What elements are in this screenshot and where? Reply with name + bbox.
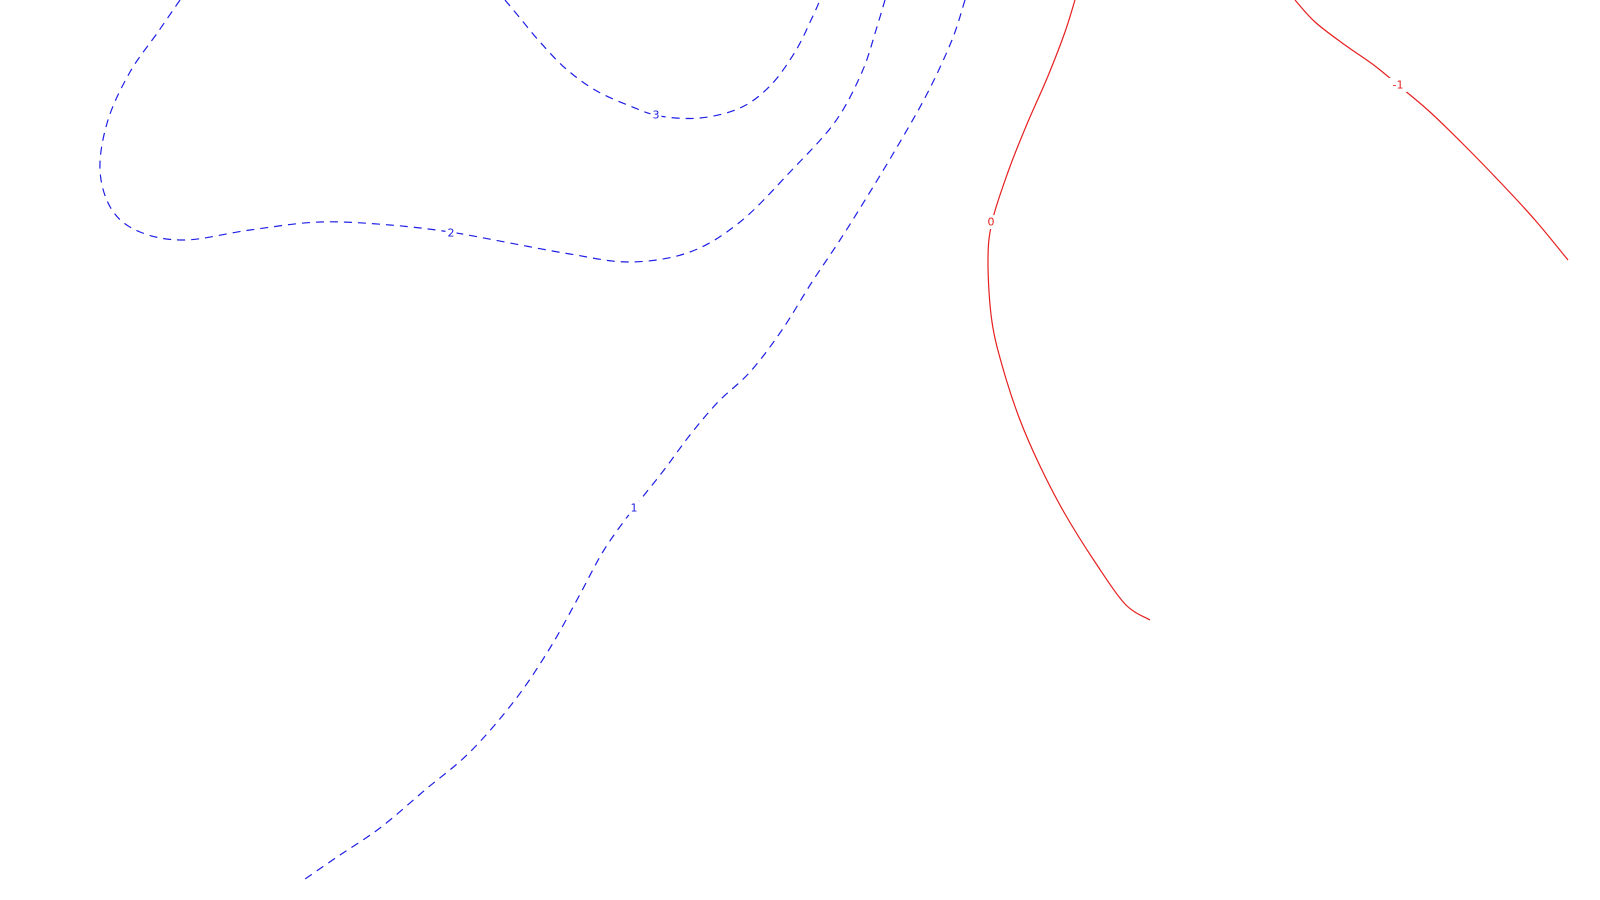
contour-label-level-3: 3 [653, 109, 660, 122]
contour-line-level-minus-1 [1294, 0, 1569, 261]
contour-label-level-2: 2 [448, 227, 455, 240]
contour-label-gap-minus-1 [1389, 78, 1407, 92]
contour-line-level-2 [99, 0, 886, 263]
contour-label-level-0: 0 [988, 216, 995, 229]
contour-label-level-1: 1 [631, 502, 638, 515]
contour-label-level-minus-1: -1 [1393, 79, 1404, 92]
contour-label-gap-1 [628, 501, 640, 515]
contour-line-level-1 [304, 0, 966, 880]
contour-labels: 3 2 1 0 -1 [445, 78, 1407, 515]
contour-label-gap-2 [445, 226, 457, 240]
contour-line-level-0 [987, 0, 1151, 621]
contour-label-gap-0 [985, 215, 997, 229]
contour-label-gap-3 [650, 108, 662, 122]
